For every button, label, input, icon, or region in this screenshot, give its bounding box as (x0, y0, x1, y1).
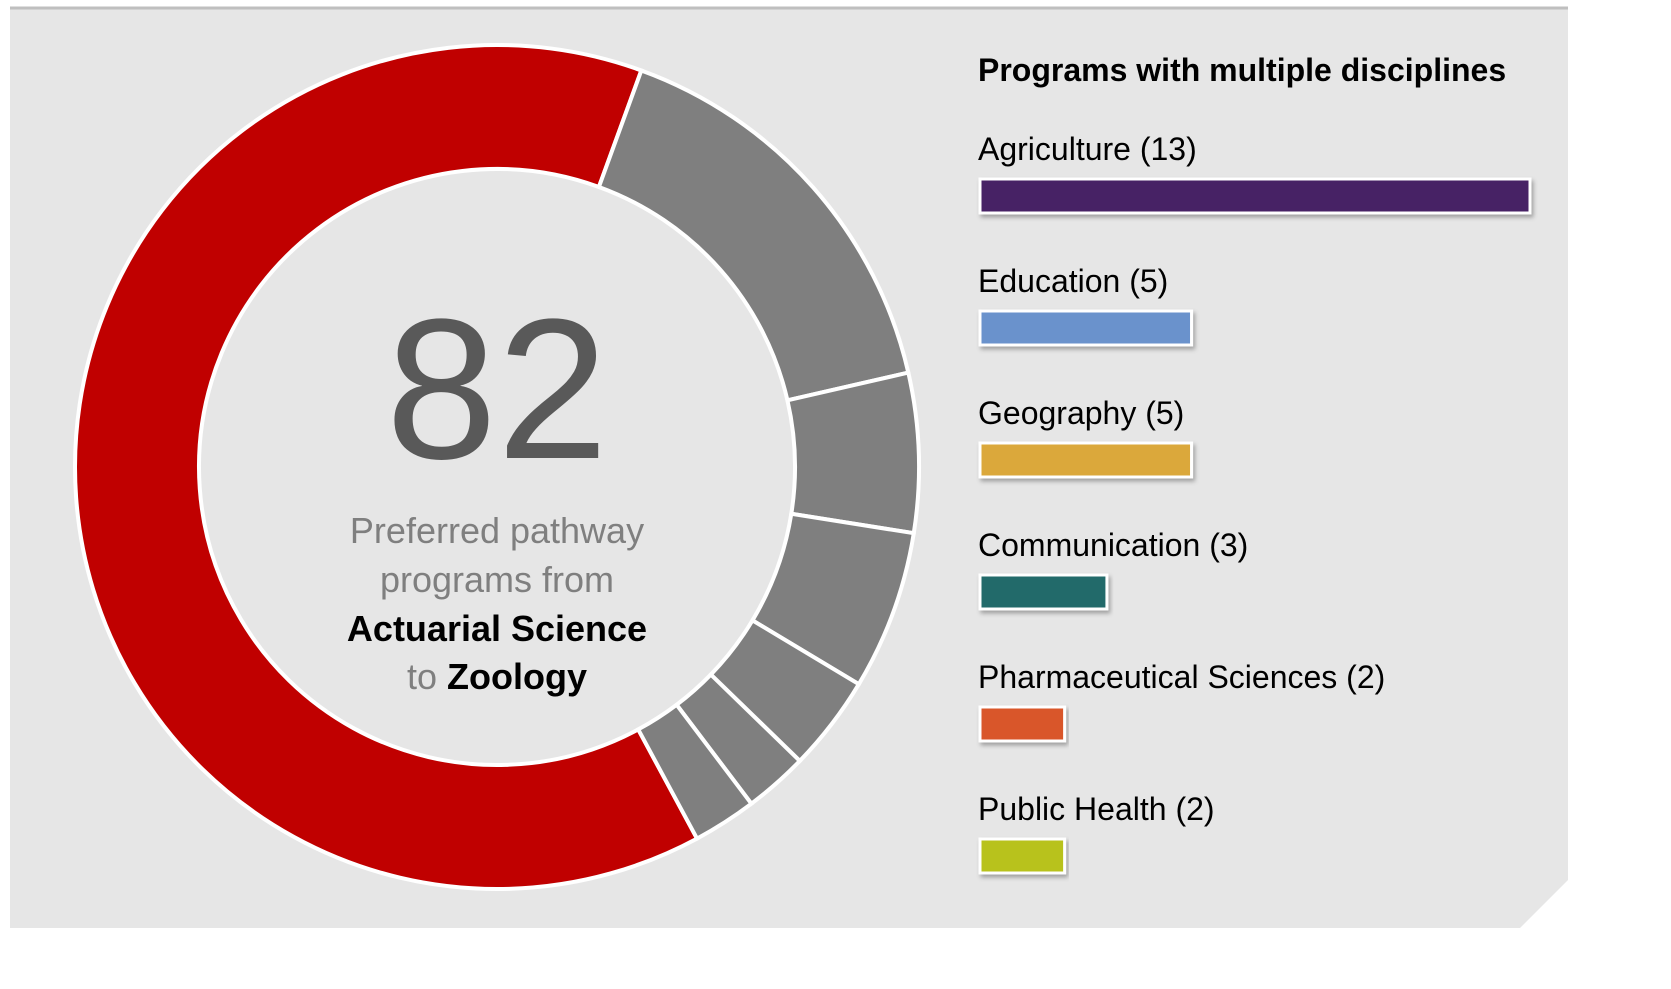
bar (978, 309, 1194, 347)
bars-title: Programs with multiple disciplines (978, 52, 1506, 88)
bar (978, 837, 1067, 875)
bar-label: Education (5) (978, 263, 1168, 299)
donut-segment (73, 43, 700, 891)
bar-label: Pharmaceutical Sciences (2) (978, 659, 1385, 695)
total: 82 (386, 278, 608, 501)
bar (978, 573, 1109, 611)
donut-segment (785, 370, 921, 536)
center-line: Preferred pathway (350, 510, 644, 551)
bar-label: Agriculture (13) (978, 131, 1197, 167)
center-line: programs from (380, 559, 614, 600)
donut-segment (635, 701, 755, 842)
donut-chart (73, 43, 921, 891)
bar (978, 705, 1067, 743)
bar-label: Communication (3) (978, 527, 1248, 563)
bar (978, 177, 1532, 215)
panel (10, 8, 1568, 928)
bar-list: Agriculture (13) Education (5) Geography (… (978, 131, 1532, 875)
bar (978, 441, 1194, 479)
to-name: Zoology (447, 656, 587, 697)
to-line: to Zoology (407, 656, 587, 697)
to-word: to (407, 656, 437, 697)
bar-label: Public Health (2) (978, 791, 1215, 827)
from-name: Actuarial Science (347, 608, 647, 649)
bar-label: Geography (5) (978, 395, 1184, 431)
